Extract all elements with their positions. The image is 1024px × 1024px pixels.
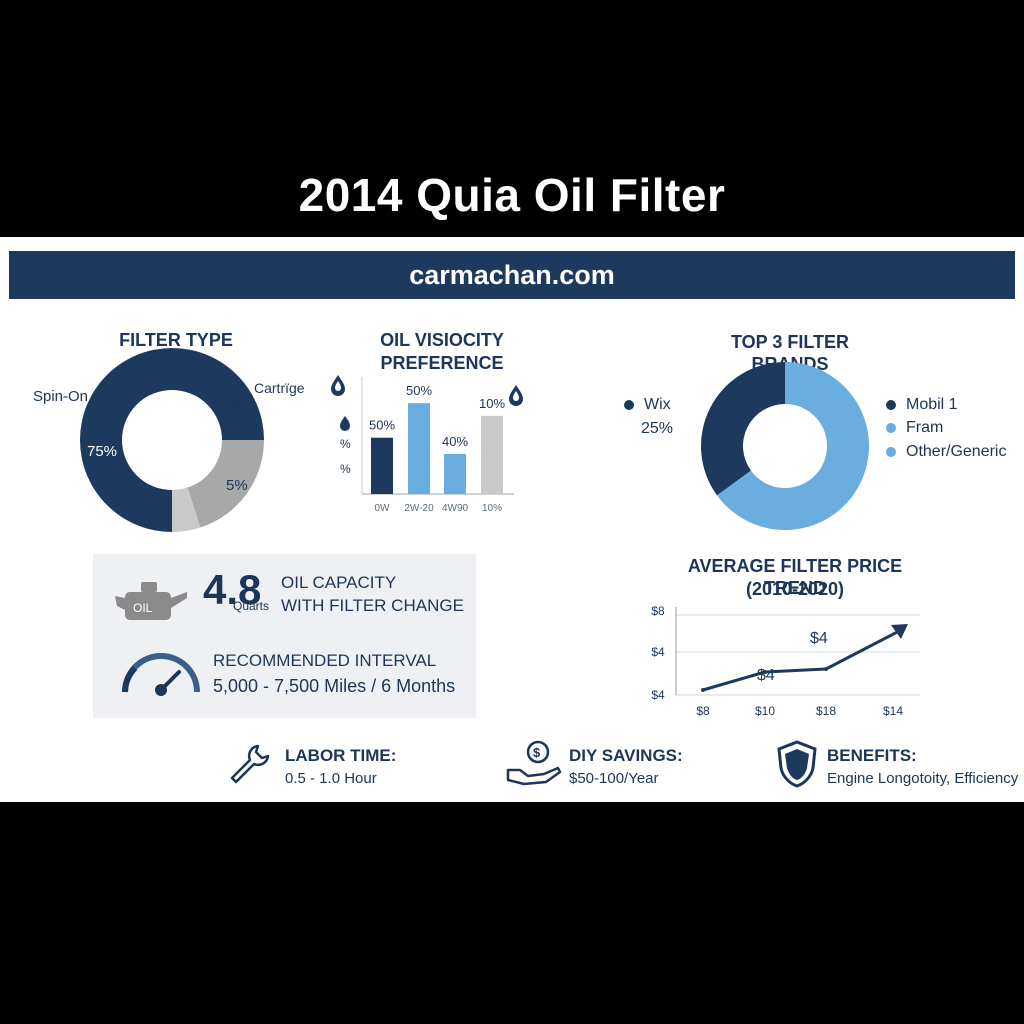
drop-icon (340, 416, 350, 431)
bar (481, 415, 503, 494)
capacity-unit: Quarts (233, 599, 270, 613)
donut-slice (80, 348, 264, 532)
legend-dot (886, 422, 896, 433)
capacity-interval-box: OIL 4.8 Quarts OIL CAPACITY WITH FILTER … (93, 554, 476, 718)
donut-slice (717, 362, 870, 530)
price-trend-heading-1: AVERAGE FILTER PRICE TREND (687, 556, 903, 598)
other-pct: 5% (226, 477, 248, 494)
benefits: BENEFITS: Engine Longotoity, Efficiency (827, 746, 1018, 787)
shield-icon (777, 740, 817, 788)
capacity-label-1: OIL CAPACITY (281, 573, 397, 592)
viscosity-bar-chart: 50% 0W 50% 2W-20 40% 4W90 10% 10% (331, 375, 523, 514)
trend-line (702, 627, 904, 692)
drop-icon (509, 385, 523, 406)
hand-money-icon: $ (506, 740, 562, 786)
spin-on-label: Spin-On (33, 388, 89, 405)
legend-label: Other/Generic (906, 443, 1007, 460)
price-trend-heading-2: (2010-2020) (745, 579, 845, 599)
viscosity-heading-2: PREFERENCE (380, 353, 504, 373)
bar-category-label: 0W (375, 503, 391, 514)
bar (408, 403, 430, 494)
wix-pct: 25% (641, 420, 674, 437)
bar (444, 454, 466, 494)
price-point-label: $4 (757, 667, 775, 684)
donut-slice (187, 440, 264, 528)
cartridge-pct: 20% (214, 399, 245, 416)
legend-label: Fram (906, 419, 944, 436)
capacity-label-2: WITH FILTER CHANGE (281, 596, 464, 615)
bar-value-label: 50% (369, 418, 395, 433)
x-tick-label: $10 (755, 704, 775, 718)
bar-value-label: 50% (406, 383, 432, 398)
axis-mark: % (340, 462, 351, 476)
cartridge-label: Cartrïge (254, 380, 305, 396)
wrench-icon (230, 744, 270, 784)
page-title: 2014 Quia Oil Filter (298, 169, 726, 221)
diy-savings: DIY SAVINGS: $50-100/Year (569, 746, 683, 787)
brands-donut (701, 362, 870, 530)
y-tick-label: $4 (651, 688, 665, 702)
labor-value: 0.5 - 1.0 Hour (285, 770, 377, 787)
x-tick-label: $14 (883, 704, 903, 718)
site-banner[interactable]: carmachan.com (9, 251, 1015, 299)
trend-point (824, 667, 828, 671)
y-tick-label: $8 (651, 604, 665, 618)
trend-point (701, 688, 705, 692)
legend-dot (886, 399, 896, 410)
benefits-label: BENEFITS: (827, 746, 917, 765)
legend-item-fram: Fram (886, 419, 943, 437)
legend-dot (886, 446, 896, 457)
y-tick-label: $4 (651, 645, 665, 659)
bar-value-label: 40% (442, 434, 468, 449)
trend-point (763, 670, 767, 674)
legend-label: Mobil 1 (906, 396, 958, 413)
x-tick-label: $8 (696, 704, 710, 718)
labor-label: LABOR TIME: (285, 746, 397, 765)
viscosity-heading-1: OIL VISIOCITY (380, 330, 504, 350)
legend-item-other: Other/Generic (886, 443, 1006, 461)
interval-label: RECOMMENDED INTERVAL (213, 651, 437, 670)
spin-on-pct: 75% (87, 443, 118, 460)
diy-value: $50-100/Year (569, 770, 659, 787)
bar-value-label: 10% (479, 396, 505, 411)
svg-text:$: $ (533, 745, 541, 760)
trend-arrowhead (891, 624, 908, 639)
bar-category-label: 2W-20 (404, 503, 434, 514)
diy-label: DIY SAVINGS: (569, 746, 683, 765)
x-tick-label: $18 (816, 704, 836, 718)
benefits-value: Engine Longotoity, Efficiency (827, 770, 1019, 787)
bar (371, 437, 393, 494)
wix-label: Wix (644, 396, 671, 413)
filter-type-donut (80, 348, 264, 532)
legend-item-mobil: Mobil 1 (886, 396, 958, 414)
price-trend-line-chart: $4 $4 $8 $8 $10 $18 $14 (651, 604, 920, 718)
drop-icon (331, 375, 345, 396)
axis-mark: % (340, 437, 351, 451)
interval-value: 5,000 - 7,500 Miles / 6 Months (213, 676, 456, 696)
oil-can-icon: OIL (115, 582, 187, 620)
infographic-panel: carmachan.com FILTER TYPE USAGE Spin-On … (0, 237, 1024, 802)
wix-legend: Wix (624, 396, 671, 414)
speedometer-icon (122, 653, 200, 696)
donut-slice (172, 487, 201, 532)
capacity-value: 4.8 (203, 566, 262, 613)
bar-category-label: 10% (482, 503, 502, 514)
bar-category-label: 4W90 (442, 503, 469, 514)
price-point-label: $4 (810, 630, 828, 647)
legend-dot (624, 399, 634, 410)
labor-time: LABOR TIME: 0.5 - 1.0 Hour (285, 746, 396, 787)
oil-can-text: OIL (133, 601, 153, 615)
donut-slice (701, 362, 785, 496)
